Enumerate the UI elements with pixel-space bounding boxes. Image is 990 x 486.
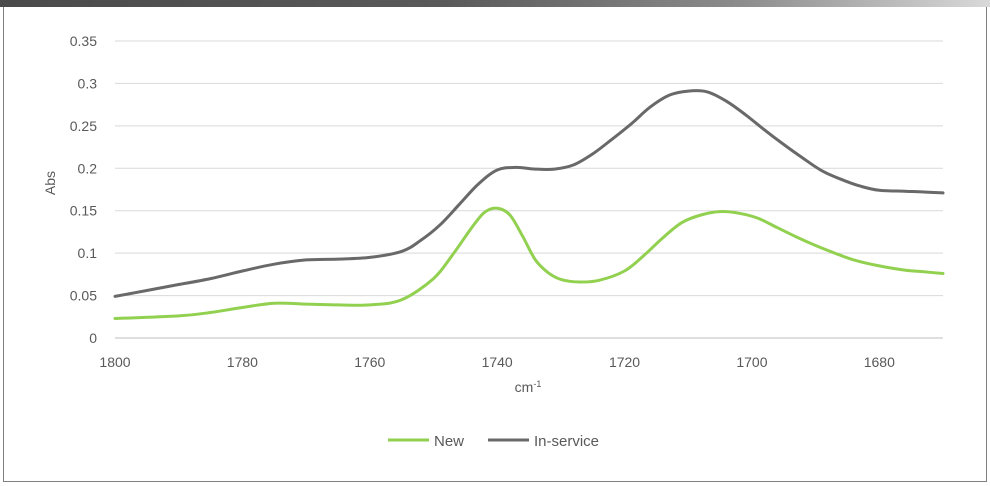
y-tick-label: 0.2 <box>78 160 98 176</box>
y-tick-label: 0.05 <box>70 288 97 304</box>
legend: New In-service <box>388 433 599 450</box>
x-tick-label: 1700 <box>736 354 767 370</box>
y-tick-labels: 0 0.05 0.1 0.15 0.2 0.25 0.3 0.35 <box>70 33 97 346</box>
x-tick-label: 1740 <box>482 354 513 370</box>
x-axis-title-base: cm <box>515 379 534 395</box>
x-axis-title: cm-1 <box>515 379 542 395</box>
x-tick-label: 1760 <box>354 354 385 370</box>
x-tick-labels: 1800 1780 1760 1740 1720 1700 1680 <box>99 354 895 370</box>
x-tick-label: 1680 <box>864 354 895 370</box>
y-tick-label: 0 <box>89 330 97 346</box>
legend-new-label: New <box>434 433 464 450</box>
window-top-bar <box>0 0 990 7</box>
x-tick-label: 1800 <box>99 354 130 370</box>
y-tick-label: 0.35 <box>70 33 97 49</box>
series-lines <box>113 89 945 320</box>
series-line-new <box>113 206 945 320</box>
gridlines <box>115 40 943 339</box>
x-tick-label: 1780 <box>227 354 258 370</box>
legend-in-service-label: In-service <box>534 433 599 450</box>
x-axis-title-superscript: -1 <box>533 379 541 389</box>
y-tick-label: 0.3 <box>78 75 98 91</box>
x-tick-label: 1720 <box>609 354 640 370</box>
chart-frame <box>3 7 987 482</box>
y-axis-title: Abs <box>42 171 58 195</box>
y-tick-label: 0.15 <box>70 203 97 219</box>
series-line-in-service <box>113 89 945 298</box>
y-tick-label: 0.1 <box>78 245 98 261</box>
y-tick-label: 0.25 <box>70 118 97 134</box>
